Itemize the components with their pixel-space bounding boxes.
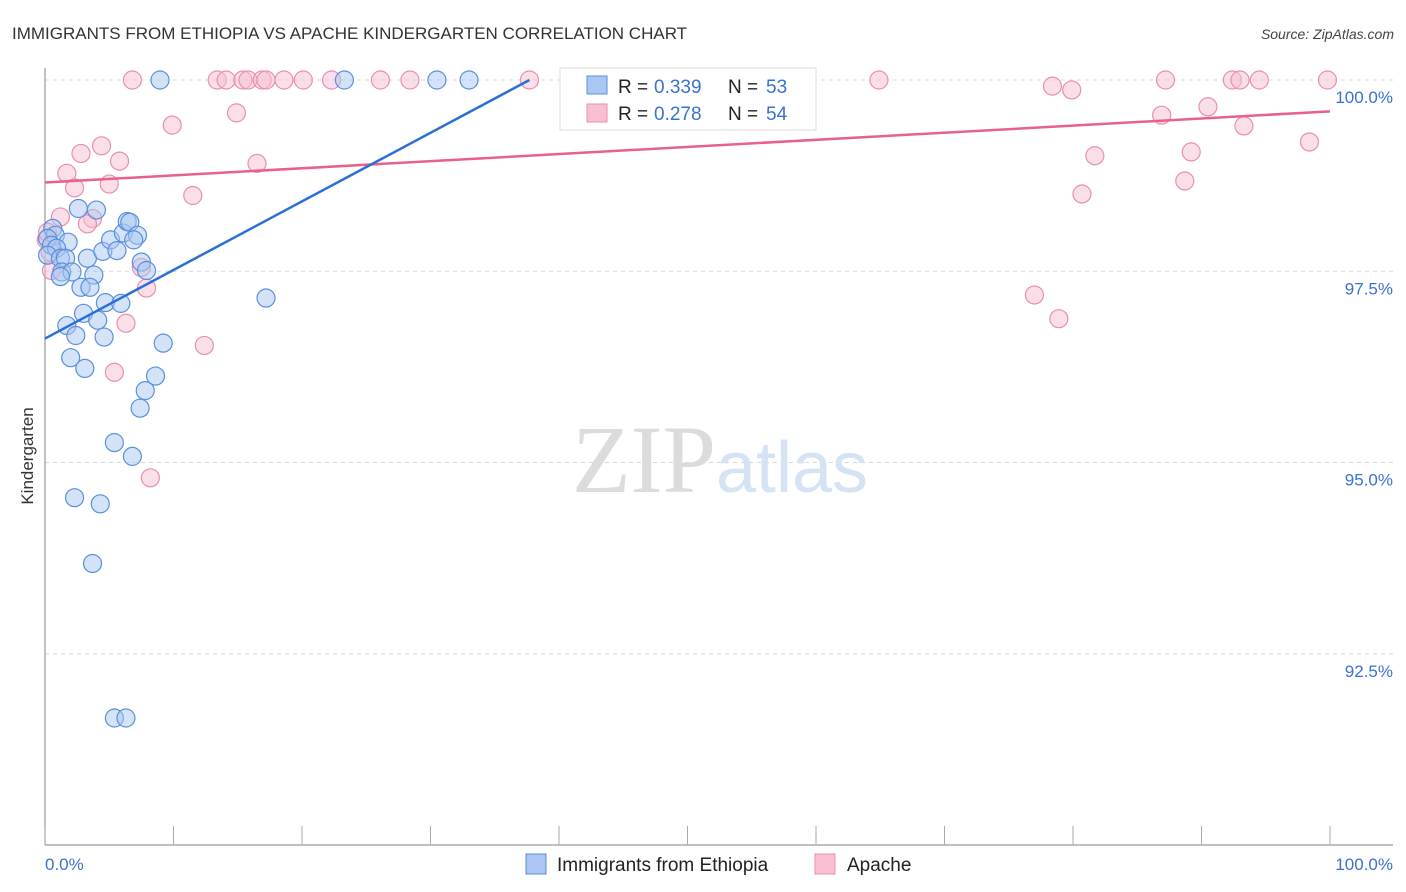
apache-point (1042, 76, 1063, 96)
apache-point (91, 136, 112, 156)
ethiopia-point (82, 553, 103, 574)
apache-point (1230, 70, 1250, 90)
x-tick-label-min: 0.0% (45, 855, 84, 874)
apache-point (400, 70, 420, 90)
x-tick-label-max: 100.0% (1335, 855, 1393, 874)
apache-point (247, 153, 267, 173)
apache-point (370, 70, 390, 90)
apache-point (104, 362, 124, 382)
apache-point (1181, 142, 1201, 162)
legend-swatch-ethiopia (586, 75, 608, 95)
y-tick-label: 100.0% (1335, 88, 1393, 107)
apache-trend-line (44, 110, 1331, 184)
apache-point (183, 185, 203, 206)
ethiopia-point (50, 267, 71, 287)
ethiopia-point (64, 488, 85, 508)
y-tick-label: 95.0% (1345, 471, 1393, 490)
apache-point (226, 103, 247, 123)
apache-point (122, 70, 142, 90)
ethiopia-point (122, 446, 142, 466)
gridlines (45, 79, 1393, 655)
apache-point (162, 115, 182, 135)
x-ticks (44, 826, 1331, 845)
ethiopia-point (135, 380, 155, 401)
ethiopia-point (153, 333, 173, 353)
y-tick-label: 92.5% (1345, 662, 1393, 681)
legend-r-value: 0.278 (654, 104, 702, 125)
legend-n-value: 53 (766, 77, 787, 98)
apache-point (1085, 146, 1105, 166)
apache-point (71, 143, 91, 164)
apache-point (77, 214, 98, 234)
apache-point (869, 70, 889, 90)
legend-swatch-apache (586, 103, 608, 123)
ethiopia-point (75, 358, 95, 379)
ethiopia-point (107, 240, 127, 261)
apache-point (1234, 116, 1254, 136)
legend-n-label: N = (728, 104, 758, 125)
apache-point (140, 468, 160, 488)
ethiopia-point (94, 327, 114, 347)
apache-point (1198, 97, 1218, 117)
ethiopia-point (116, 708, 136, 728)
apache-point (1024, 285, 1045, 305)
legend-r-label: R = (618, 77, 648, 98)
ethiopia-point (130, 398, 150, 418)
ethiopia-point (427, 70, 447, 90)
apache-point (1155, 70, 1176, 90)
apache-point (64, 178, 85, 198)
apache-point (109, 151, 130, 171)
ethiopia-point (136, 260, 157, 281)
ethiopia-point (68, 198, 89, 219)
ethiopia-point (145, 366, 166, 386)
chart-source: Source: ZipAtlas.com (1261, 26, 1394, 42)
apache-point (1072, 184, 1092, 204)
ethiopia-point (459, 70, 479, 90)
apache-point (1317, 70, 1338, 90)
chart-title: IMMIGRANTS FROM ETHIOPIA VS APACHE KINDE… (12, 24, 687, 43)
legend-bottom-swatch-apache (814, 853, 836, 875)
ethiopia-point (124, 230, 144, 250)
ethiopia-point (61, 348, 81, 368)
legend-bottom: Immigrants from Ethiopia Apache (525, 853, 911, 876)
ethiopia-point (86, 200, 107, 220)
ethiopia-point (66, 325, 86, 346)
apache-point (1049, 309, 1069, 329)
legend-r-value: 0.339 (654, 77, 702, 98)
apache-point (1249, 70, 1269, 90)
legend-n-label: N = (728, 77, 758, 98)
apache-point (1299, 132, 1320, 152)
apache-point (256, 70, 276, 90)
legend-bottom-label-apache: Apache (847, 855, 911, 876)
apache-point (216, 70, 236, 90)
watermark: ZIPatlas (572, 406, 868, 513)
ethiopia-point (80, 277, 100, 297)
apache-point (274, 70, 294, 90)
apache-point (194, 335, 214, 356)
apache-point (293, 70, 313, 90)
ethiopia-point (150, 70, 170, 90)
ethiopia-point (334, 70, 355, 90)
legend-bottom-swatch-ethiopia (525, 853, 547, 875)
legend-bottom-label-ethiopia: Immigrants from Ethiopia (557, 855, 769, 876)
ethiopia-point (256, 288, 276, 308)
legend-top: R = 0.339 N = 53 R = 0.278 N = 54 (559, 67, 817, 131)
y-axis-label: Kindergarten (18, 407, 37, 504)
legend-r-label: R = (618, 104, 648, 125)
apache-point (116, 313, 136, 333)
apache-point (1175, 171, 1195, 191)
y-tick-label: 97.5% (1345, 279, 1393, 298)
ethiopia-point (104, 433, 124, 453)
legend-n-value: 54 (766, 104, 788, 125)
ethiopia-trend-line (44, 78, 531, 340)
ethiopia-point (90, 494, 110, 514)
apache-point (1062, 80, 1082, 100)
